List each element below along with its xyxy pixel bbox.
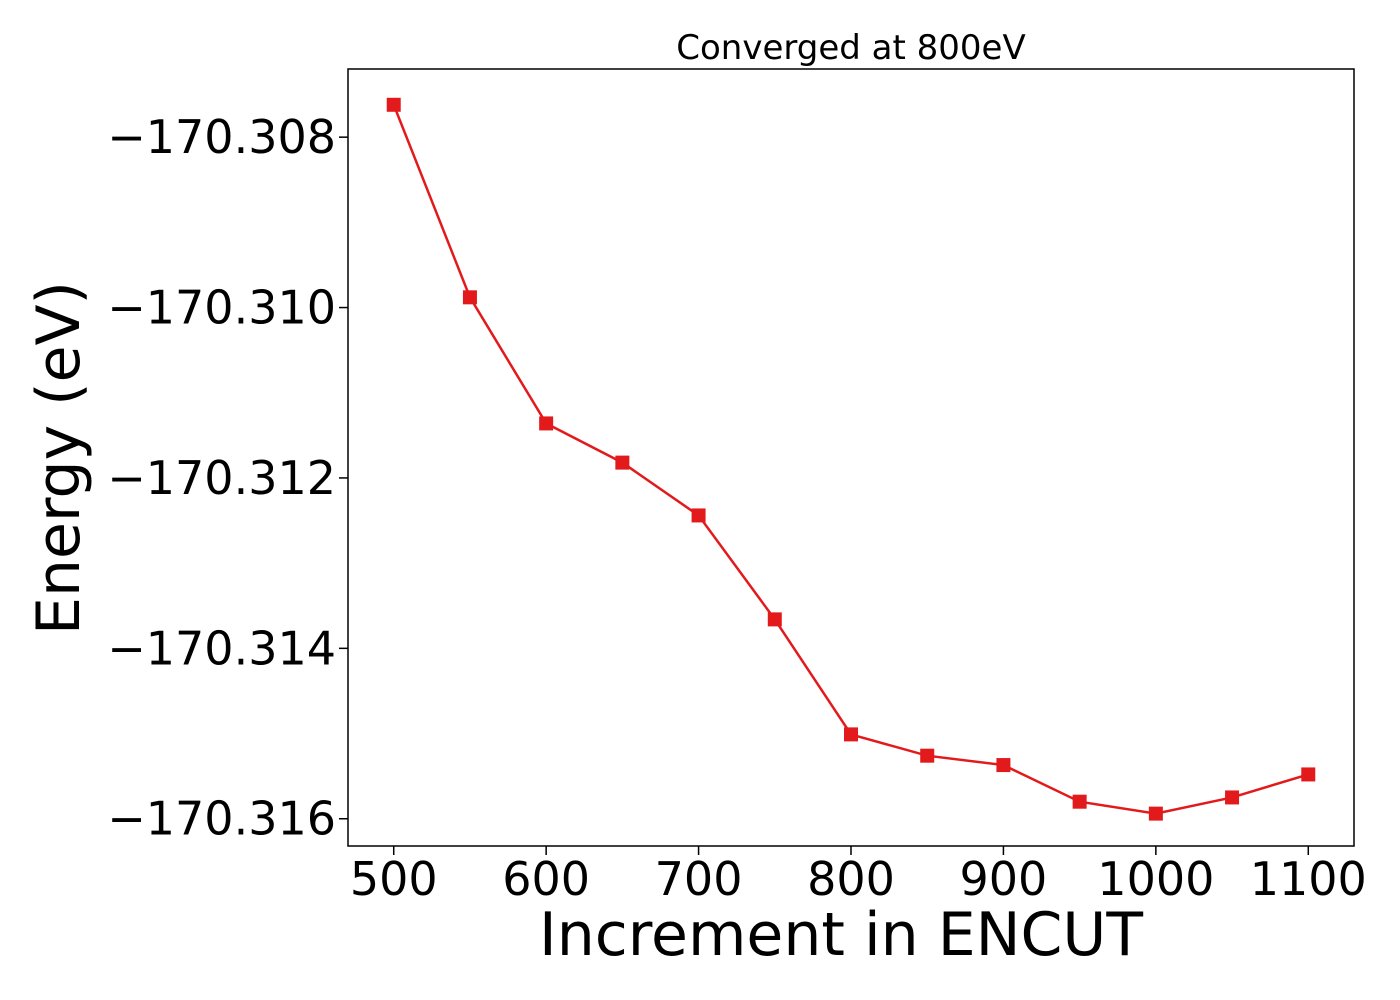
x-tick-label: 800 — [807, 852, 895, 906]
x-tick-label: 600 — [502, 852, 590, 906]
y-tick-label: −170.314 — [107, 621, 336, 675]
y-axis: −170.308 −170.310 −170.312 −170.314 −170.316 — [107, 110, 348, 846]
data-point — [1072, 794, 1087, 809]
data-point — [920, 748, 935, 763]
data-point — [844, 727, 858, 742]
x-axis: 500 600 700 800 900 1000 1100 — [350, 846, 1367, 906]
x-tick-label: 1000 — [1097, 852, 1214, 906]
data-point — [1225, 790, 1240, 805]
data-point — [996, 758, 1011, 773]
chart-title: Converged at 800eV — [676, 28, 1025, 68]
x-tick-label: 900 — [960, 852, 1048, 906]
data-point — [539, 416, 554, 431]
data-point — [386, 97, 401, 112]
y-tick-label: −170.308 — [107, 110, 336, 164]
x-tick-label: 500 — [350, 852, 438, 906]
y-tick-label: −170.312 — [107, 451, 336, 505]
data-point — [615, 455, 630, 470]
x-tick-label: 1100 — [1250, 852, 1367, 906]
data-point — [1148, 806, 1163, 821]
y-axis-label: Energy (eV) — [24, 281, 94, 635]
x-axis-label: Increment in ENCUT — [539, 900, 1143, 970]
data-point — [691, 508, 706, 523]
data-point — [1301, 767, 1316, 782]
data-point — [767, 612, 782, 627]
series-line — [392, 104, 1309, 815]
data-point — [462, 290, 477, 305]
x-tick-label: 700 — [655, 852, 743, 906]
plot-area — [386, 97, 1316, 821]
y-tick-label: −170.310 — [107, 281, 336, 335]
y-tick-label: −170.316 — [107, 792, 336, 846]
